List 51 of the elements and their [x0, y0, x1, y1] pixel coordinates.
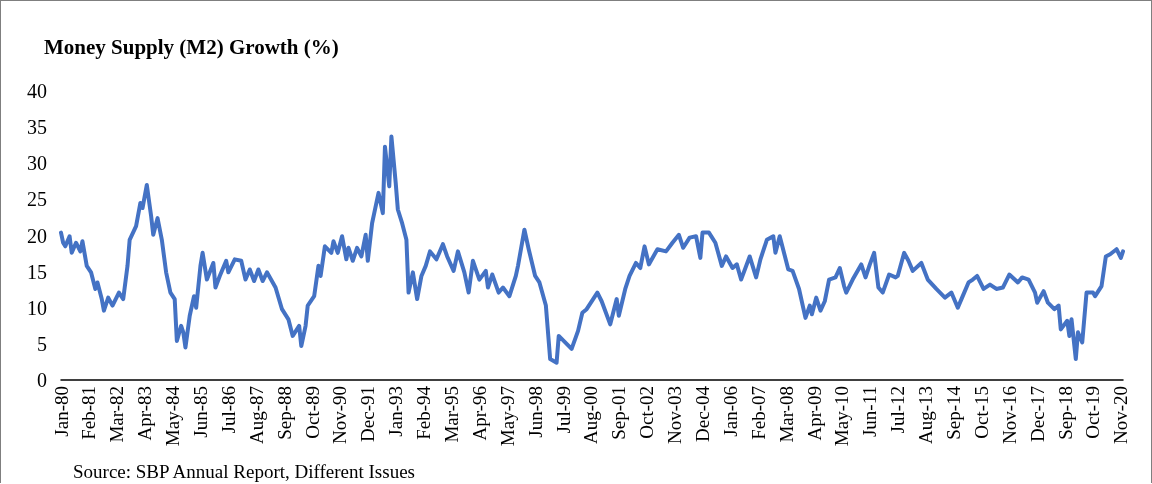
x-tick-label: Feb-81 — [78, 386, 100, 440]
x-tick-label: Feb-94 — [413, 385, 435, 440]
x-tick-label: Mar-82 — [106, 386, 128, 443]
y-tick-label: 5 — [37, 332, 47, 355]
y-tick-label: 40 — [27, 80, 47, 102]
x-tick-label: Jun-85 — [189, 386, 211, 438]
x-tick-label: Jul-99 — [552, 386, 574, 434]
x-tick-label: Dec-91 — [357, 386, 379, 442]
x-tick-label: Jul-86 — [217, 386, 239, 434]
x-tick-label: Oct-89 — [301, 386, 323, 439]
x-tick-label: Aug-87 — [245, 386, 267, 445]
x-tick-label: Jul-12 — [887, 386, 909, 434]
x-tick-label: Oct-15 — [970, 386, 992, 439]
x-tick-label: Dec-04 — [691, 385, 713, 442]
x-tick-label: Nov-16 — [998, 386, 1020, 445]
x-tick-label: Sep-01 — [608, 386, 630, 440]
x-tick-label: Apr-83 — [134, 386, 156, 441]
x-tick-label: Jan-80 — [50, 386, 72, 437]
x-tick-label: Jan-06 — [719, 386, 741, 437]
y-tick-label: 35 — [27, 116, 47, 139]
x-tick-label: Aug-00 — [580, 386, 602, 445]
y-tick-label: 10 — [27, 296, 47, 319]
x-tick-label: Dec-17 — [1026, 386, 1048, 442]
y-tick-label: 0 — [37, 369, 47, 391]
x-tick-label: May-84 — [162, 385, 184, 447]
x-tick-label: Jun-98 — [524, 386, 546, 438]
x-tick-label: Feb-07 — [747, 386, 769, 440]
x-tick-label: May-97 — [496, 386, 518, 447]
x-tick-label: Jan-93 — [385, 386, 407, 437]
x-tick-label: Nov-03 — [664, 386, 686, 445]
y-tick-label: 30 — [27, 152, 47, 175]
x-tick-label: Jun-11 — [859, 386, 881, 438]
x-tick-label: Nov-90 — [329, 386, 351, 445]
y-tick-label: 20 — [27, 224, 47, 247]
x-tick-label: Sep-88 — [273, 386, 295, 440]
x-tick-label: Sep-14 — [943, 385, 965, 440]
x-tick-label: Mar-08 — [775, 386, 797, 443]
x-tick-label: Sep-18 — [1054, 386, 1076, 440]
y-tick-label: 15 — [27, 260, 47, 283]
x-tick-label: Oct-19 — [1082, 386, 1104, 439]
x-tick-label: Oct-02 — [636, 386, 658, 439]
x-tick-label: Nov-20 — [1110, 386, 1132, 445]
y-tick-label: 25 — [27, 188, 47, 211]
x-tick-label: Mar-95 — [440, 386, 462, 443]
source-note: Source: SBP Annual Report, Different Issues — [73, 461, 415, 482]
x-tick-label: Aug-13 — [915, 386, 937, 445]
x-tick-label: Apr-09 — [803, 386, 825, 441]
chart-title: Money Supply (M2) Growth (%) — [44, 34, 339, 59]
x-tick-label: May-10 — [831, 386, 853, 447]
x-tick-label: Apr-96 — [468, 386, 490, 441]
line-series — [59, 134, 1125, 365]
